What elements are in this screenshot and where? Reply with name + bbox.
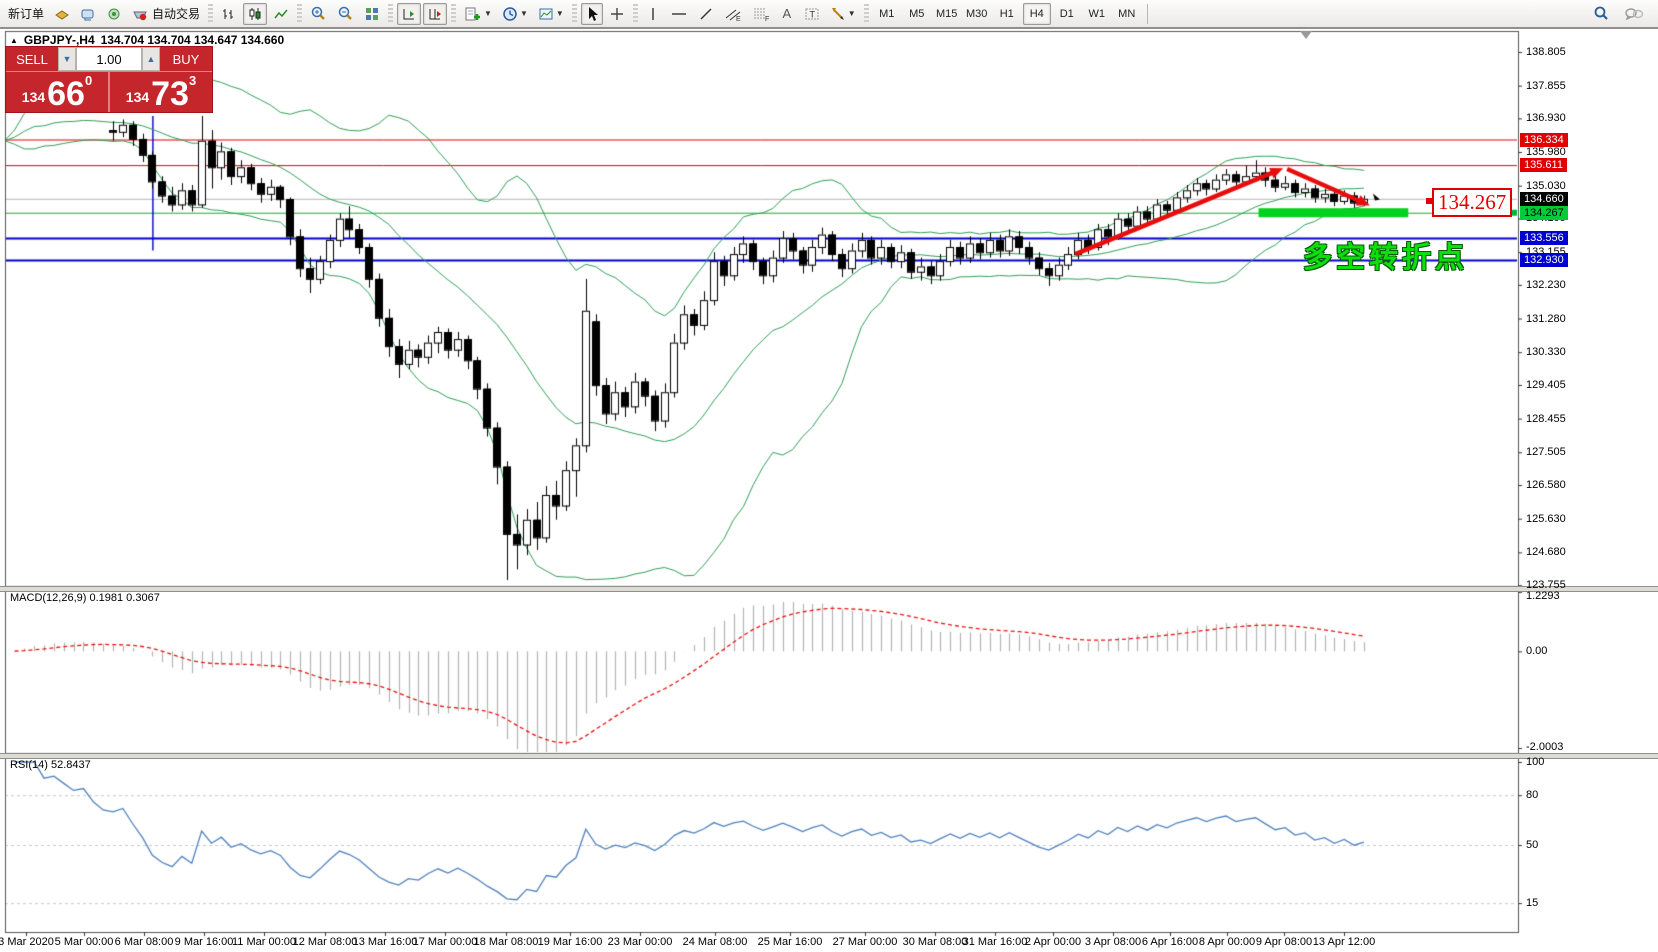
candlestick-chart-icon[interactable] [243,2,268,25]
timeframe-button-m5[interactable]: M5 [909,7,925,20]
terminal-icon[interactable] [102,3,126,25]
ohlc-values: 134.704 134.704 134.647 134.660 [100,33,285,47]
fibonacci-icon[interactable]: F [748,3,774,25]
text-label-icon[interactable]: T [800,3,824,25]
timeframe-button-mn[interactable]: MN [1118,7,1136,20]
svg-text:F: F [765,16,769,22]
toolbar-grip [208,3,214,24]
toolbar-grip [388,3,394,24]
buy-price[interactable]: 134 73 3 [108,72,212,112]
main-toolbar: 新订单 自动交易 ▼ ▼ [0,0,1658,29]
auto-scroll-icon[interactable] [397,2,422,25]
volume-increase-button[interactable]: ▲ [142,47,160,71]
timeframe-button-m30[interactable]: M30 [966,7,988,20]
sell-price[interactable]: 134 66 0 [6,72,108,112]
toolbar-grip [451,3,457,24]
collapse-triangle-icon[interactable]: ▲ [10,35,18,45]
toolbar-grip [632,3,638,24]
toolbar-grip [297,3,303,24]
zoom-in-icon[interactable] [306,3,331,25]
dropdown-arrow-icon[interactable]: ▼ [847,9,856,18]
tile-windows-icon[interactable] [360,3,384,25]
toolbar-grip [571,3,577,24]
price-callout-label: 134.267 [1432,188,1513,217]
add-indicator-icon[interactable]: ▼ [460,3,496,25]
panel-separator-rsi[interactable] [0,753,1658,759]
new-order-button[interactable]: 新订单 [8,7,45,21]
volume-decrease-button[interactable]: ▼ [58,47,76,71]
buy-button[interactable]: BUY [160,47,212,71]
channel-icon[interactable]: E [720,3,746,25]
timeframe-button-w1[interactable]: W1 [1088,7,1105,20]
dropdown-arrow-icon[interactable]: ▼ [484,9,492,18]
search-icon[interactable] [1588,3,1614,25]
navigator-icon[interactable] [76,3,100,25]
trendline-icon[interactable] [694,3,718,25]
sell-price-big: 66 [47,75,85,113]
chinese-annotation: 多空转折点 [1303,242,1469,274]
scroll-position-marker[interactable] [1300,31,1312,39]
text-icon[interactable]: A [782,6,792,21]
zoom-out-icon[interactable] [333,3,358,25]
callout-anchor-square [1426,198,1432,204]
svg-text:E: E [736,16,741,22]
sell-price-prefix: 134 [21,89,46,105]
svg-text:T: T [809,9,815,19]
sell-button[interactable]: SELL [6,47,58,71]
timeframe-button-h1[interactable]: H1 [999,7,1014,20]
template-icon[interactable]: ▼ [534,3,568,25]
cursor-icon[interactable] [580,2,603,25]
dropdown-arrow-icon[interactable]: ▼ [519,9,528,18]
panel-separator-macd[interactable] [0,586,1658,592]
arrows-tool-icon[interactable]: ▼ [826,3,860,25]
autotrade-label: 自动交易 [152,7,201,21]
timeframe-button-m15[interactable]: M15 [936,7,958,20]
autotrade-button[interactable]: 自动交易 [128,3,204,25]
vertical-line-icon[interactable] [642,3,664,25]
symbol-timeframe-label: GBPJPY-,H4 [23,33,95,47]
line-chart-icon[interactable] [269,3,293,25]
dropdown-arrow-icon[interactable]: ▼ [555,9,564,18]
chart-shift-icon[interactable] [423,2,448,25]
timeframe-toolbar: M1 M5 M15 M30 H1 H4 D1 W1 MN [873,2,1141,25]
crosshair-icon[interactable] [605,3,629,25]
bar-chart-icon[interactable] [217,3,241,25]
timeframe-button-m1[interactable]: M1 [879,7,895,20]
timeframe-button-d1[interactable]: D1 [1059,7,1074,20]
toolbar-grip [863,3,869,24]
toolbar-separator [1146,3,1148,24]
chart-title: ▲ GBPJPY-,H4 134.704 134.704 134.647 134… [10,33,284,47]
volume-input[interactable] [76,47,142,71]
one-click-trading-panel: SELL ▼ ▲ BUY 134 66 0 134 73 3 [5,46,213,113]
market-watch-icon[interactable] [50,3,74,25]
timeframe-button-h4[interactable]: H4 [1022,2,1051,25]
buy-price-sup: 3 [188,73,197,88]
sell-price-sup: 0 [84,73,93,88]
period-icon[interactable]: ▼ [498,3,532,25]
rsi-label: RSI(14) 52.8437 [10,759,91,771]
buy-price-big: 73 [151,75,189,113]
chat-icon[interactable] [1620,3,1648,25]
macd-label: MACD(12,26,9) 0.1981 0.3067 [10,592,160,604]
buy-price-prefix: 134 [125,89,150,105]
horizontal-line-icon[interactable] [666,3,692,25]
